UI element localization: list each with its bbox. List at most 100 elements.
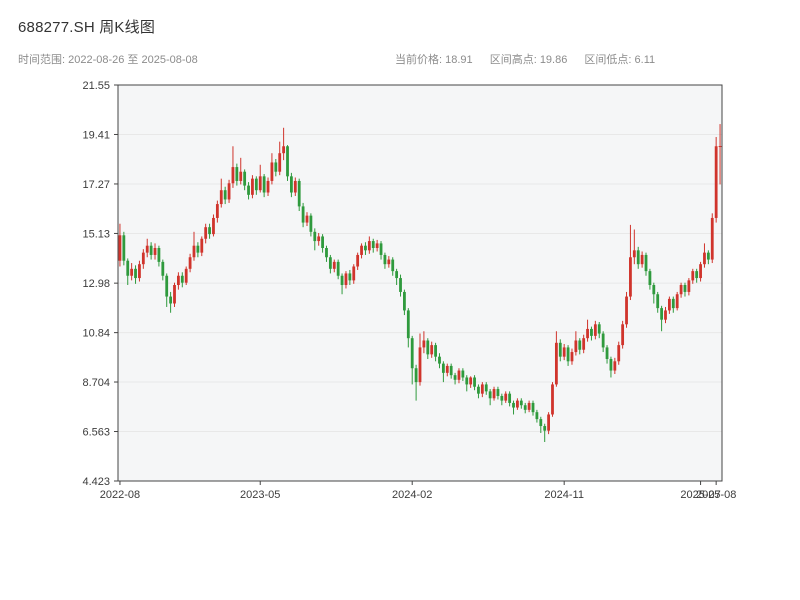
candle-body xyxy=(667,298,671,311)
candle-body xyxy=(352,266,356,281)
candle-body xyxy=(180,275,184,283)
candle-body xyxy=(590,328,593,336)
candle-body xyxy=(138,264,141,279)
candle-body xyxy=(648,271,652,285)
y-tick-label: 17.27 xyxy=(82,179,110,191)
candle-body xyxy=(519,400,523,406)
candle-body xyxy=(562,347,566,357)
candle-body xyxy=(523,405,527,410)
candle-body xyxy=(145,245,149,253)
y-tick-label: 10.84 xyxy=(82,328,110,340)
candle-body xyxy=(699,264,702,279)
x-tick-label: 2023-05 xyxy=(240,489,280,501)
candle-body xyxy=(325,248,328,258)
candle-body xyxy=(551,384,554,415)
candle-body xyxy=(410,338,414,369)
candle-body xyxy=(613,361,617,371)
candle-body xyxy=(578,340,582,350)
candle-body xyxy=(504,393,508,401)
candle-body xyxy=(621,324,625,346)
candle-body xyxy=(512,402,515,408)
candle-body xyxy=(586,328,589,339)
candle-body xyxy=(469,377,473,385)
candle-body xyxy=(254,178,258,191)
candle-body xyxy=(535,412,539,420)
candle-body xyxy=(328,257,332,269)
candle-body xyxy=(157,248,161,262)
candle-body xyxy=(399,278,402,292)
candle-body xyxy=(188,257,192,269)
candle-body xyxy=(441,363,445,373)
candle-body xyxy=(219,190,223,205)
price-stats: 当前价格: 18.91 区间高点: 19.86 区间低点: 6.11 xyxy=(395,51,669,67)
candle-body xyxy=(161,261,165,276)
candle-body xyxy=(336,261,340,276)
candle-body xyxy=(274,162,278,172)
candle-body xyxy=(601,333,605,348)
candle-body xyxy=(204,227,208,239)
candle-body xyxy=(406,310,410,339)
candle-body xyxy=(262,176,266,193)
candle-body xyxy=(543,426,547,431)
candle-body xyxy=(247,185,250,195)
candle-body xyxy=(445,365,449,373)
range-low-stat: 区间低点: 6.11 xyxy=(584,54,656,66)
candle-body xyxy=(664,310,667,320)
candle-body xyxy=(695,271,699,279)
candle-body xyxy=(126,260,130,276)
candle-body xyxy=(710,217,714,260)
candle-body xyxy=(227,183,231,200)
y-tick-label: 21.55 xyxy=(82,80,110,92)
candle-body xyxy=(383,254,387,265)
x-tick-label: 2025-08 xyxy=(696,489,736,501)
candle-body xyxy=(609,358,613,371)
candle-body xyxy=(251,178,254,195)
candle-body xyxy=(364,245,367,251)
candle-body xyxy=(282,146,286,154)
candle-body xyxy=(356,254,360,267)
candle-body xyxy=(574,340,578,353)
candle-body xyxy=(508,393,512,403)
candle-body xyxy=(554,342,558,385)
candle-body xyxy=(321,236,324,249)
range-high-stat: 区间高点: 19.86 xyxy=(489,54,568,66)
candle-body xyxy=(286,146,289,177)
candle-body xyxy=(703,252,706,265)
candle-body xyxy=(644,254,648,272)
candle-body xyxy=(141,252,145,265)
candle-body xyxy=(122,235,126,261)
candle-body xyxy=(231,167,235,184)
candle-body xyxy=(371,241,375,249)
candle-body xyxy=(348,273,352,281)
candle-body xyxy=(235,167,239,181)
candle-body xyxy=(473,377,476,387)
candle-body xyxy=(418,347,422,383)
candle-body xyxy=(309,215,313,232)
candle-body xyxy=(344,273,348,285)
candle-body xyxy=(332,261,336,269)
candle-body xyxy=(660,308,664,320)
candle-body xyxy=(360,245,363,255)
candle-body xyxy=(278,153,282,172)
candle-body xyxy=(403,291,406,311)
y-tick-label: 6.563 xyxy=(82,427,110,439)
candle-body xyxy=(149,245,153,255)
candle-body xyxy=(453,375,457,380)
candle-body xyxy=(212,217,215,235)
x-tick-label: 2022-08 xyxy=(100,489,140,501)
candle-body xyxy=(617,345,621,362)
candle-body xyxy=(215,204,219,218)
candle-body xyxy=(656,294,660,309)
candle-body xyxy=(718,146,722,148)
candle-body xyxy=(652,285,656,295)
candle-body xyxy=(496,389,500,396)
candle-body xyxy=(500,395,504,401)
candle-body xyxy=(367,241,371,251)
candle-body xyxy=(566,347,570,362)
candle-body xyxy=(632,250,636,258)
candle-body xyxy=(270,162,274,181)
candle-body xyxy=(582,338,586,350)
y-tick-label: 4.423 xyxy=(82,476,110,488)
candle-body xyxy=(266,180,270,193)
